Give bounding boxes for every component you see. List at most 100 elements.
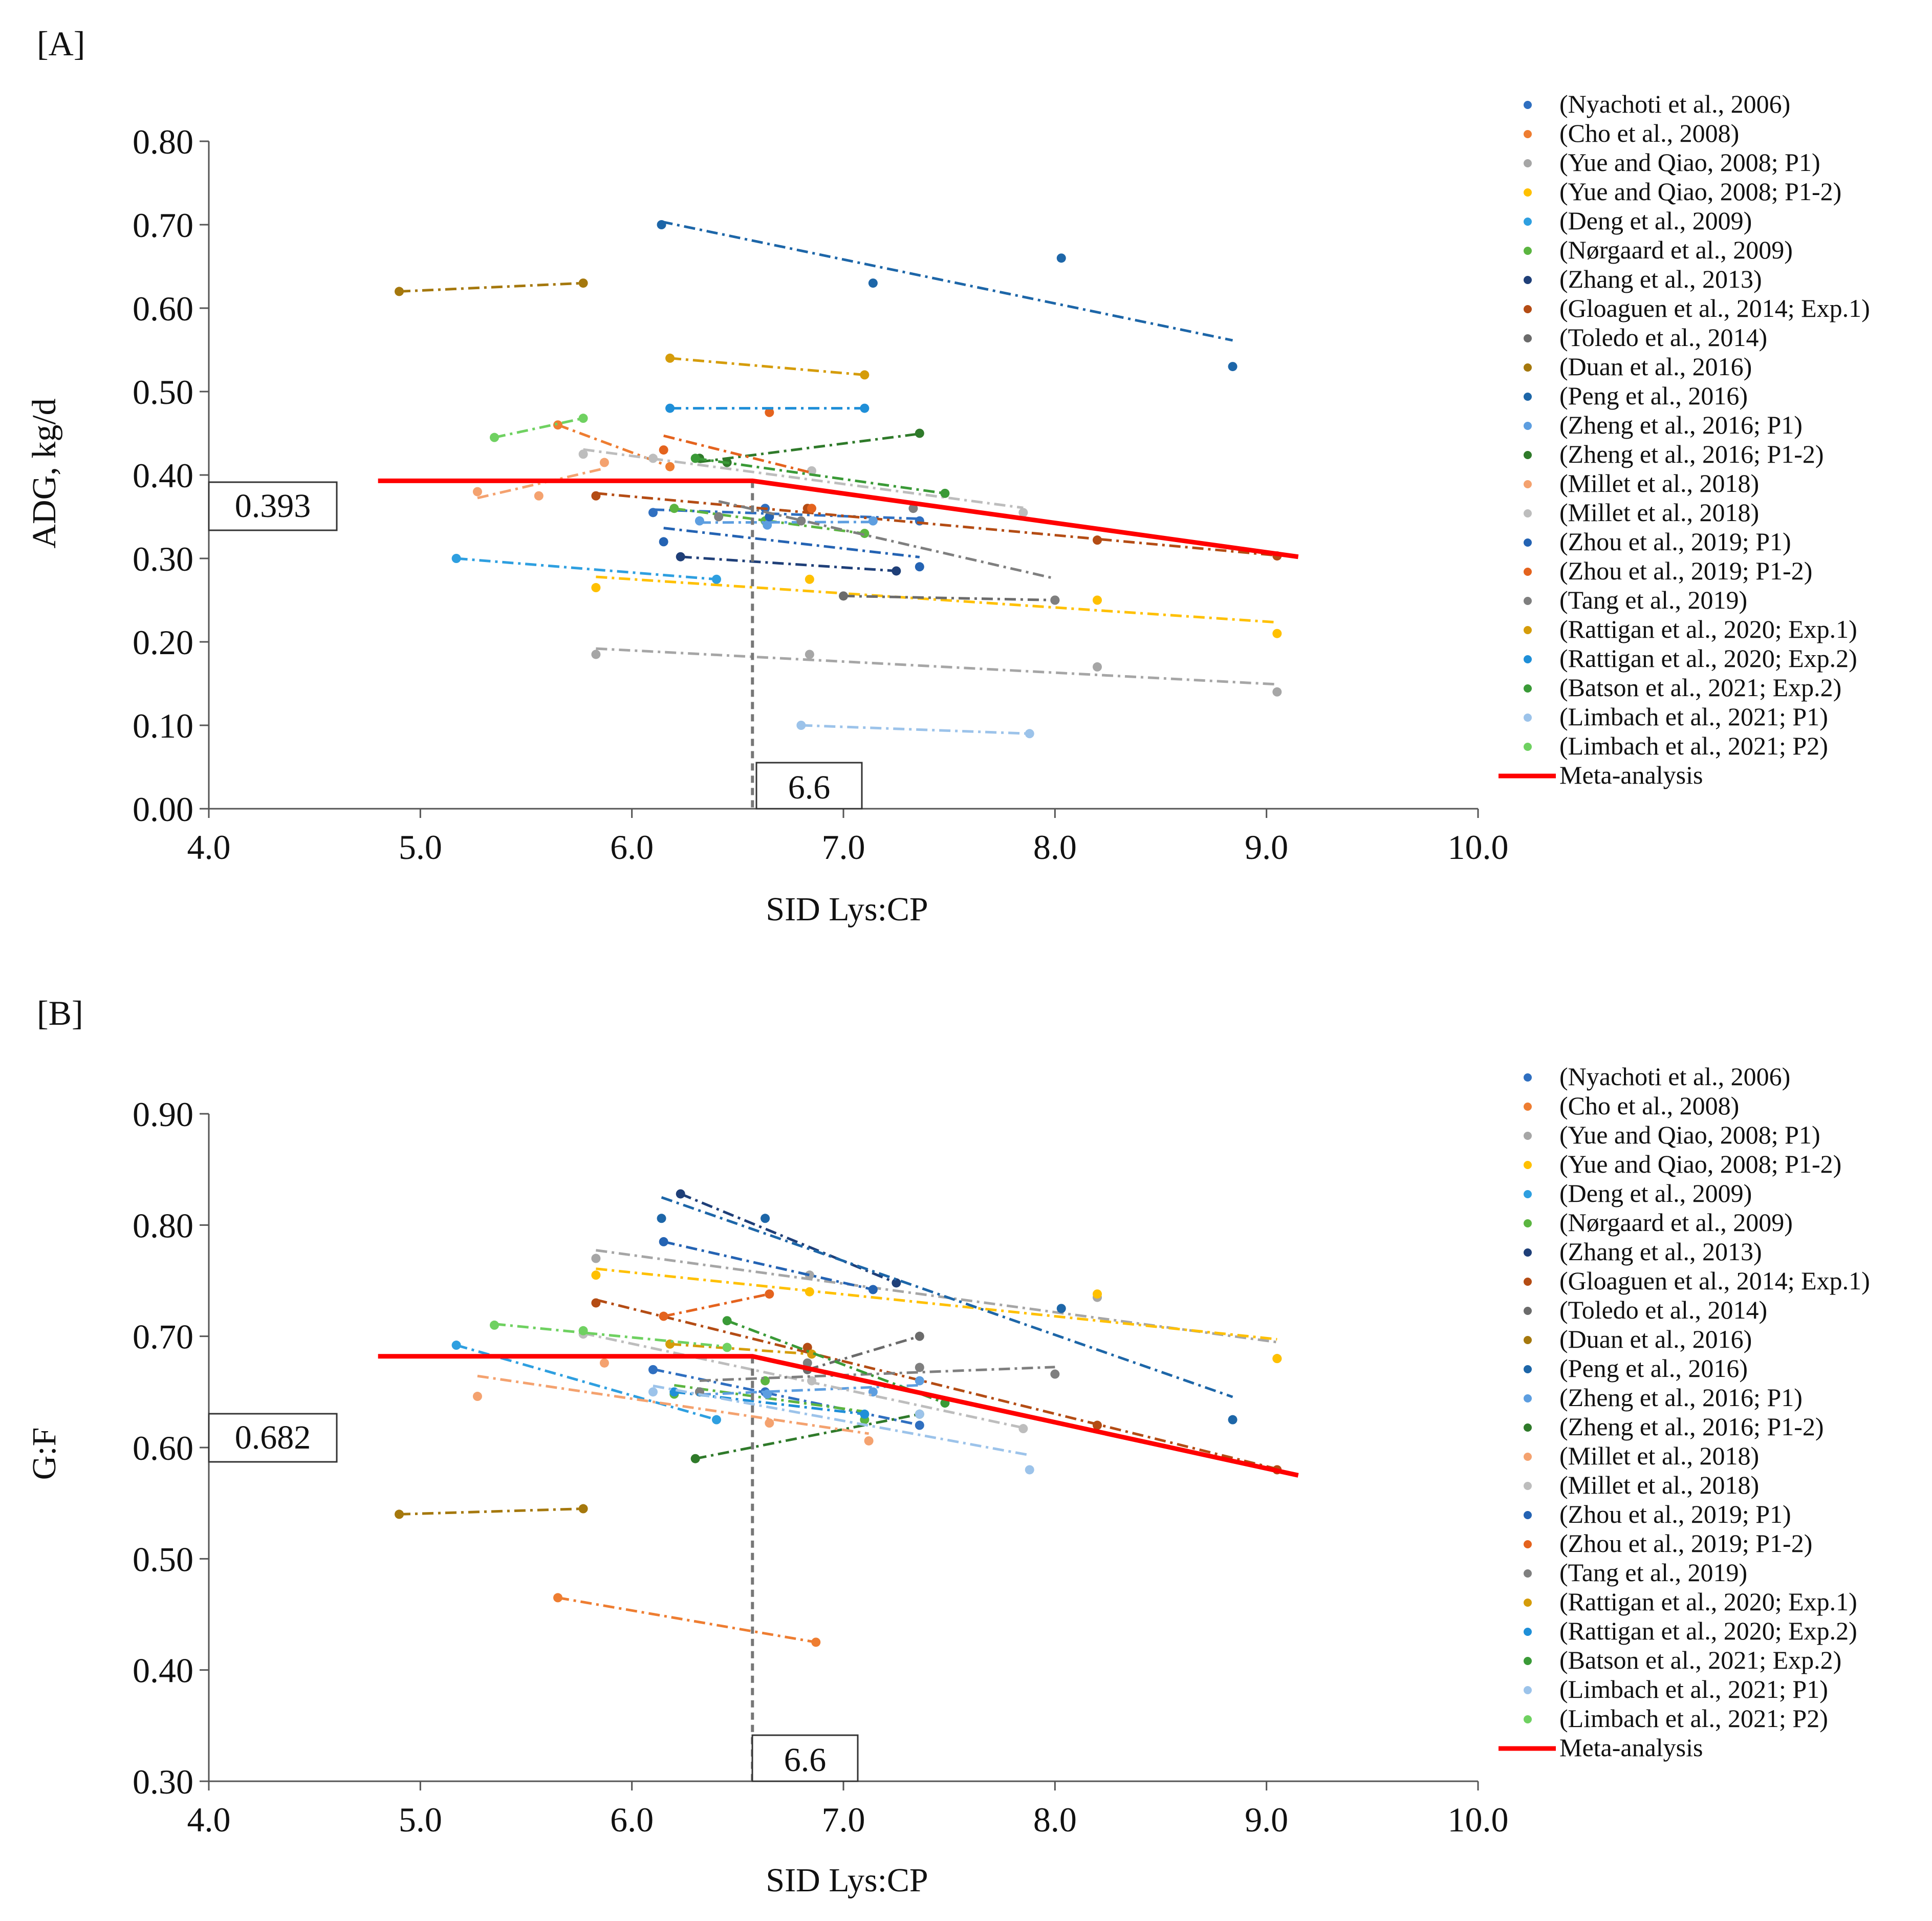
legend-marker xyxy=(1524,1453,1532,1461)
legend-item: (Nørgaard et al., 2009) xyxy=(1524,235,1793,264)
legend-marker xyxy=(1524,1394,1532,1402)
data-point xyxy=(591,583,601,593)
data-point xyxy=(915,1363,924,1372)
data-point xyxy=(591,1298,601,1308)
x-tick-label: 10.0 xyxy=(1448,1800,1509,1839)
data-point xyxy=(657,220,666,229)
data-point xyxy=(694,516,704,526)
x-tick-label: 5.0 xyxy=(399,828,442,867)
data-point xyxy=(1056,253,1066,263)
legend-marker xyxy=(1524,1569,1532,1578)
legend-marker xyxy=(1524,684,1532,693)
data-point xyxy=(807,1376,816,1386)
study-trend-line xyxy=(699,433,920,463)
data-point xyxy=(839,591,848,601)
study-series xyxy=(659,512,924,572)
data-point xyxy=(908,504,918,513)
study-trend-line xyxy=(583,1332,1024,1429)
y-ticks: 0.30 0.40 0.50 0.60 0.70 0.80 0.90 xyxy=(133,1095,209,1801)
legend-marker xyxy=(1524,1219,1532,1227)
y-tick-label: 0.80 xyxy=(133,1206,193,1245)
study-trend-line xyxy=(695,1413,920,1460)
x-tick-label: 8.0 xyxy=(1033,828,1077,867)
legend-label: (Tang et al., 2019) xyxy=(1559,586,1747,614)
study-series xyxy=(591,1267,1282,1364)
legend-item: (Zheng et al., 2016; P1) xyxy=(1524,1383,1803,1412)
data-point xyxy=(1050,595,1060,605)
legend-marker xyxy=(1524,714,1532,722)
x-tick-label: 8.0 xyxy=(1033,1800,1077,1839)
x-tick-label: 4.0 xyxy=(187,828,231,867)
study-series xyxy=(472,458,609,501)
legend-label: (Rattigan et al., 2020; Exp.2) xyxy=(1559,1616,1857,1645)
study-trend-line xyxy=(674,1384,865,1413)
legend-item: (Millet et al., 2018) xyxy=(1524,498,1759,527)
study-trend-line xyxy=(456,557,717,581)
breakpoint-label-box: 6.6 xyxy=(755,762,863,810)
legend-marker xyxy=(1524,1540,1532,1548)
breakpoint-label: 6.6 xyxy=(788,769,831,806)
data-point xyxy=(712,1415,721,1424)
plateau-label-box: 0.393 xyxy=(208,481,338,531)
study-series xyxy=(694,516,878,530)
data-point xyxy=(648,454,658,463)
study-trend-line xyxy=(718,500,1055,580)
legend-label: (Deng et al., 2009) xyxy=(1559,1179,1752,1207)
meta-analysis-path xyxy=(378,1354,1299,1478)
legend-label: (Nyachoti et al., 2006) xyxy=(1559,1062,1790,1091)
data-point xyxy=(395,287,404,296)
study-trend-line xyxy=(801,724,1030,735)
legend-label: (Millet et al., 2018) xyxy=(1559,1441,1759,1470)
x-tick-label: 6.0 xyxy=(610,1800,654,1839)
data-point xyxy=(665,403,675,413)
legend-item: (Millet et al., 2018) xyxy=(1524,1441,1759,1470)
legend-label: (Deng et al., 2009) xyxy=(1559,206,1752,235)
data-point xyxy=(940,488,950,498)
data-point xyxy=(578,1504,588,1514)
study-series xyxy=(676,552,901,576)
study-trend-line xyxy=(695,457,945,495)
legend-label: (Zheng et al., 2016; P1) xyxy=(1559,1383,1803,1412)
data-point xyxy=(868,516,878,526)
data-point xyxy=(1025,1465,1034,1475)
study-series xyxy=(648,1385,1034,1475)
legend-item: (Batson et al., 2021; Exp.2) xyxy=(1524,673,1841,702)
legend-label: (Limbach et al., 2021; P1) xyxy=(1559,1675,1828,1703)
legend-marker xyxy=(1524,1511,1532,1519)
legend-label: (Rattigan et al., 2020; Exp.2) xyxy=(1559,644,1857,673)
legend-label: (Duan et al., 2016) xyxy=(1559,1325,1752,1353)
data-point xyxy=(811,1637,821,1647)
legend-label: (Limbach et al., 2021; P2) xyxy=(1559,731,1828,760)
legend-marker xyxy=(1524,363,1532,372)
legend-label: (Yue and Qiao, 2008; P1-2) xyxy=(1559,1150,1841,1178)
data-point xyxy=(1050,1369,1060,1379)
x-tick-label: 6.0 xyxy=(610,828,654,867)
data-point xyxy=(451,554,461,563)
legend-marker xyxy=(1524,1161,1532,1169)
x-tick-label: 7.0 xyxy=(822,828,865,867)
study-series xyxy=(714,500,1060,605)
data-point xyxy=(915,1409,924,1419)
legend-label: (Yue and Qiao, 2008; P1) xyxy=(1559,148,1820,177)
legend-label: (Toledo et al., 2014) xyxy=(1559,1296,1767,1324)
legend-label: (Duan et al., 2016) xyxy=(1559,352,1752,381)
data-point xyxy=(712,574,721,584)
legend-marker xyxy=(1524,1307,1532,1315)
data-point xyxy=(578,449,588,459)
legend-marker xyxy=(1524,597,1532,605)
legend-label: (Zhou et al., 2019; P1-2) xyxy=(1559,1529,1812,1558)
legend-item: (Millet et al., 2018) xyxy=(1524,469,1759,498)
data-point xyxy=(659,1311,668,1321)
legend-label: (Nørgaard et al., 2009) xyxy=(1559,235,1793,264)
study-trend-line xyxy=(663,434,812,474)
data-point xyxy=(864,1436,874,1445)
data-point xyxy=(659,445,668,455)
study-trend-line xyxy=(680,555,897,572)
legend-item: (Peng et al., 2016) xyxy=(1524,1354,1748,1383)
study-trend-line xyxy=(663,1292,770,1318)
legend-item: (Gloaguen et al., 2014; Exp.1) xyxy=(1524,294,1870,322)
legend-label: (Zheng et al., 2016; P1-2) xyxy=(1559,440,1824,468)
legend-item: (Limbach et al., 2021; P2) xyxy=(1524,731,1828,760)
legend-marker xyxy=(1524,1248,1532,1257)
data-point xyxy=(805,574,814,584)
